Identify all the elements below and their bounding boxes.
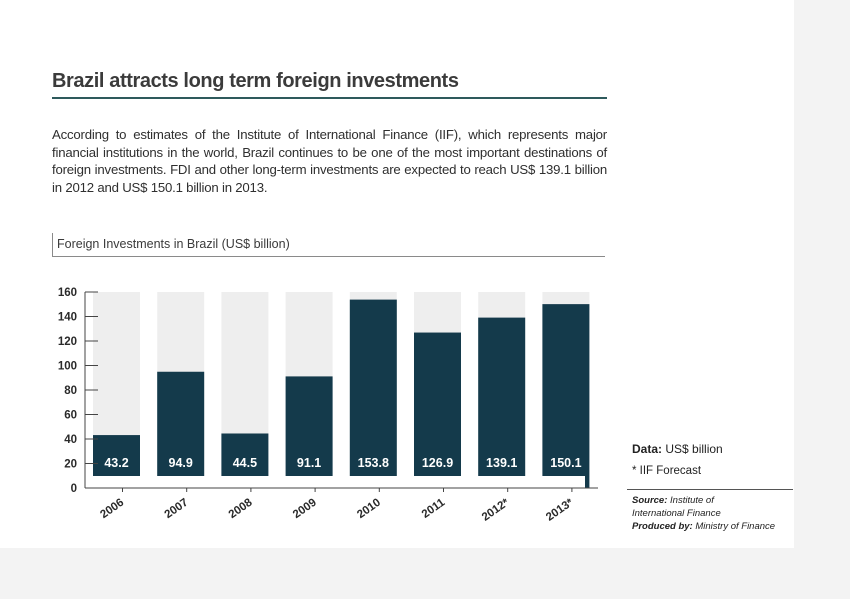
source-value-line2: International Finance	[632, 508, 721, 519]
produced-value: Ministry of Finance	[695, 521, 776, 532]
y-tick-label: 0	[71, 483, 77, 495]
y-tick-label: 20	[64, 459, 77, 471]
x-tick-label: 2008	[227, 496, 255, 521]
bar	[542, 304, 590, 488]
produced-label: Produced by:	[632, 521, 693, 532]
data-note-label: Data:	[632, 442, 663, 456]
data-label: 44.5	[233, 456, 257, 470]
data-label: 153.8	[358, 456, 389, 470]
source-label: Source:	[632, 495, 668, 506]
data-label: 43.2	[104, 456, 128, 470]
source-note: Source: Institute of International Finan…	[632, 494, 775, 533]
data-label: 94.9	[169, 456, 193, 470]
bar	[157, 371, 205, 488]
y-tick-label: 160	[58, 287, 77, 299]
y-tick-label: 140	[58, 312, 77, 324]
bar	[285, 376, 333, 488]
intro-paragraph: According to estimates of the Institute …	[52, 127, 607, 195]
x-tick-label: 2013*	[544, 496, 576, 523]
data-label: 126.9	[422, 456, 453, 470]
x-tick-label: 2011	[420, 496, 448, 520]
bar-chart: 0 20 40 60 80 100 120 140 160 43.2 94.9 44.5 91.1 153…	[58, 287, 598, 524]
y-tick-label: 80	[64, 385, 77, 397]
title-underline	[52, 97, 607, 99]
data-label: 139.1	[486, 456, 517, 470]
bar	[349, 299, 397, 488]
chart-title: Foreign Investments in Brazil (US$ billi…	[57, 237, 290, 251]
x-tick-label: 2010	[355, 497, 383, 522]
bar	[478, 317, 526, 488]
y-tick-label: 40	[64, 434, 77, 446]
notes-divider	[627, 489, 793, 490]
page-title: Brazil attracts long term foreign invest…	[52, 70, 459, 92]
data-unit-note: Data: US$ billion	[632, 442, 723, 456]
forecast-note: * IIF Forecast	[632, 465, 702, 477]
baseline-strip	[85, 476, 585, 488]
x-tick-label: 2009	[291, 497, 319, 522]
data-note-value: US$ billion	[665, 442, 723, 456]
y-tick-label: 100	[58, 361, 77, 373]
chart-heading-frame: Foreign Investments in Brazil (US$ billi…	[52, 233, 605, 257]
x-tick-label: 2007	[163, 497, 191, 522]
y-tick-label: 120	[58, 336, 77, 348]
data-label: 150.1	[550, 456, 581, 470]
data-label: 91.1	[297, 456, 321, 470]
y-tick-label: 60	[64, 410, 77, 422]
x-tick-label: 2006	[98, 497, 126, 522]
bar	[414, 332, 461, 488]
source-value-line1: Institute of	[670, 495, 714, 506]
x-tick-label: 2012*	[480, 496, 512, 523]
